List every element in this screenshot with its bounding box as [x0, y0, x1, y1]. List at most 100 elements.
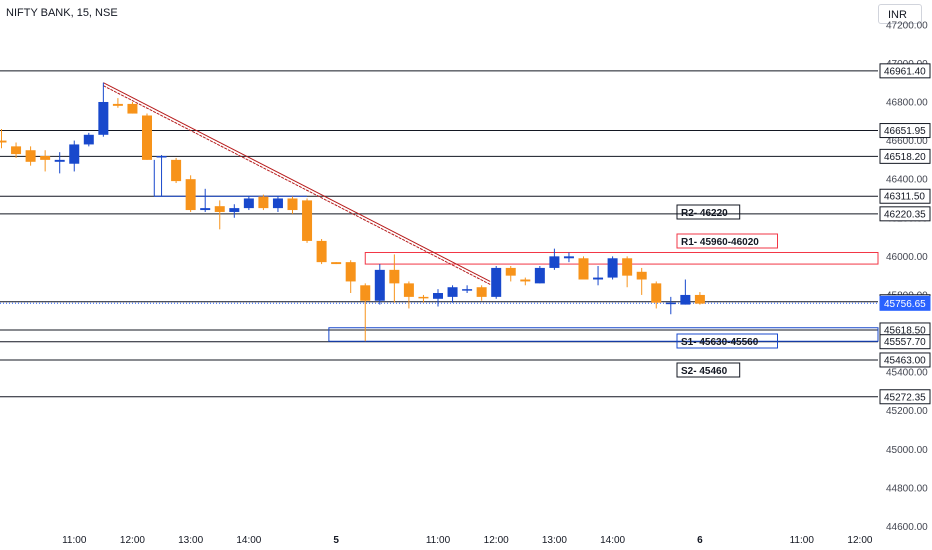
level-price-tag-box [879, 206, 931, 222]
candle-body [272, 198, 283, 209]
level-price-tag: 45618.50 [884, 325, 926, 336]
zone-label: R1- 45960-46020 [681, 237, 759, 248]
x-tick-label: 11:00 [62, 535, 87, 546]
candle-body [11, 146, 22, 155]
candle-body [462, 289, 473, 291]
candle-body [534, 267, 545, 284]
candle-body [403, 283, 414, 297]
level-price-tag-box [879, 63, 931, 79]
level-price-tag: 46220.35 [884, 209, 926, 220]
y-tick-label: 44800.00 [886, 483, 928, 494]
candle-body [476, 287, 487, 297]
candle-body [389, 269, 400, 284]
candle-body [418, 296, 429, 299]
candle-body [549, 256, 560, 268]
x-tick-label: 12:00 [120, 535, 145, 546]
zone-label-box [676, 204, 741, 220]
candle-body [112, 103, 123, 106]
candle-body [607, 258, 618, 278]
r1-zone [364, 251, 879, 265]
level-price-tag: 45463.00 [884, 355, 926, 366]
trendline-upper [103, 82, 491, 282]
level-price-tag-box [879, 334, 931, 350]
y-tick-label: 46600.00 [886, 136, 928, 147]
x-tick-label: 6 [697, 535, 703, 546]
candle-body [433, 293, 443, 299]
candle-body [578, 258, 589, 280]
candle-body [229, 208, 240, 212]
x-tick-label: 12:00 [484, 535, 509, 546]
candle-body [214, 206, 225, 212]
zone-label-box [676, 362, 741, 378]
chart-title: NIFTY BANK, 15, NSE [6, 7, 118, 19]
candle-body [680, 294, 691, 305]
candle-body [156, 156, 167, 158]
level-price-tag: 46651.95 [884, 126, 926, 137]
candle-body [447, 287, 458, 297]
currency-selector[interactable]: INR [878, 4, 922, 24]
candle-body [636, 271, 647, 280]
x-tick-label: 13:00 [178, 535, 203, 546]
candle-body [520, 279, 531, 282]
candle-body [287, 198, 298, 211]
current-price-tag-box [879, 295, 931, 311]
candle-body [593, 277, 604, 280]
candle-body [694, 294, 705, 304]
candle-body [302, 200, 313, 241]
marker-line [153, 159, 308, 197]
level-price-tag: 46518.20 [884, 152, 926, 163]
candle-body [243, 198, 254, 209]
candle-body [185, 179, 196, 211]
candle-body [651, 283, 662, 303]
candle-body [345, 262, 356, 282]
candle-body [491, 267, 502, 297]
candle-body [54, 159, 65, 162]
current-price-tag: 45756.65 [884, 299, 926, 310]
x-tick-label: 14:00 [600, 535, 625, 546]
candle-body [0, 140, 7, 143]
candle-body [98, 101, 109, 135]
y-tick-label: 46400.00 [886, 175, 928, 186]
candle-body [360, 285, 371, 301]
candle-body [40, 156, 51, 160]
trendline-lower [103, 85, 491, 285]
candle-body [563, 256, 574, 259]
candle-body [69, 144, 80, 164]
zone-label-box [676, 333, 778, 349]
zone-label: S2- 45460 [681, 366, 728, 377]
level-price-tag-box [879, 389, 931, 405]
zone-label: S1- 45630-45560 [681, 337, 759, 348]
candle-body [127, 103, 138, 114]
y-tick-label: 46800.00 [886, 97, 928, 108]
s1-zone [328, 327, 879, 342]
level-price-tag-box [879, 188, 931, 204]
y-tick-label: 45200.00 [886, 406, 928, 417]
level-price-tag: 46961.40 [884, 66, 926, 77]
candle-body [25, 150, 36, 162]
x-tick-label: 13:00 [542, 535, 567, 546]
x-tick-label: 12:00 [847, 535, 872, 546]
x-tick-label: 5 [333, 535, 339, 546]
candle-body [374, 269, 385, 301]
y-tick-label: 45400.00 [886, 368, 928, 379]
candle-body [622, 258, 633, 276]
x-tick-label: 11:00 [426, 535, 451, 546]
candle-body [258, 196, 269, 209]
level-price-tag-box [879, 123, 931, 139]
candle-body [331, 262, 342, 265]
candle-body [171, 159, 182, 182]
candle-body [200, 208, 211, 211]
candle-body [505, 267, 516, 276]
level-price-tag: 45557.70 [884, 337, 926, 348]
level-price-tag: 45272.35 [884, 392, 926, 403]
y-tick-label: 45000.00 [886, 445, 928, 456]
level-price-tag-box [879, 352, 931, 368]
candle-body [83, 134, 94, 145]
zone-label: R2- 46220 [681, 208, 728, 219]
candle-body [142, 115, 152, 160]
candle-body [665, 302, 676, 305]
x-tick-label: 11:00 [790, 535, 815, 546]
level-price-tag: 46311.50 [884, 192, 925, 203]
candle-body [316, 240, 327, 263]
